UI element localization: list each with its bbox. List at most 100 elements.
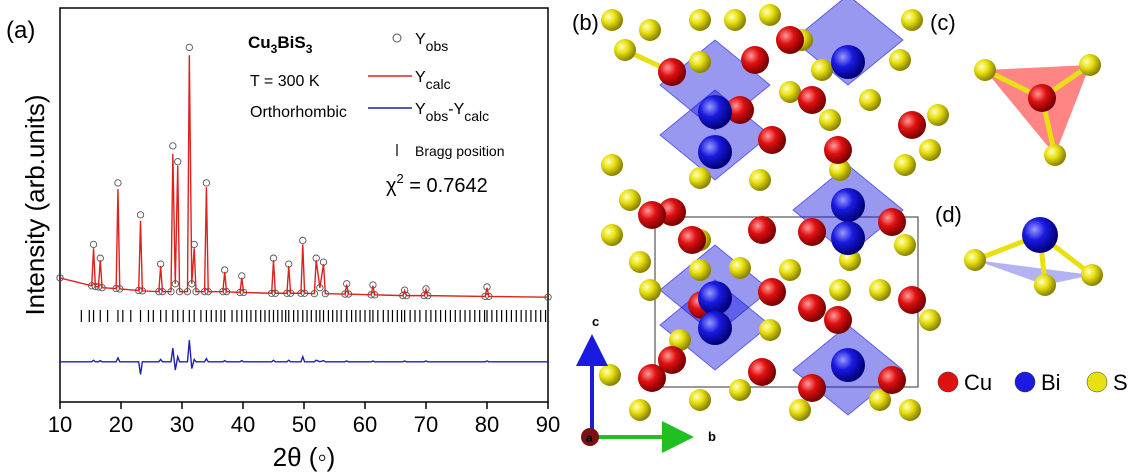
legend-label: Cu	[964, 370, 992, 395]
legend-atom	[938, 372, 958, 392]
panel-label: (b)	[572, 10, 599, 35]
chi-part: = 0.7642	[404, 175, 488, 197]
copper-atom	[1028, 84, 1056, 112]
legend-part: Y	[415, 31, 426, 48]
sulfur-atom	[1081, 264, 1103, 286]
sulfur-atom	[894, 234, 916, 256]
legend-label: S	[1113, 370, 1128, 395]
copper-atom	[898, 111, 926, 139]
legend-atom	[1015, 372, 1035, 392]
sulfur-atom	[619, 189, 641, 211]
copper-atom	[658, 58, 686, 86]
copper-atom	[824, 306, 852, 334]
copper-atom	[878, 366, 906, 394]
compound-title: Cu3BiS3	[248, 33, 313, 56]
sulfur-atom	[749, 169, 771, 191]
copper-atom	[878, 208, 906, 236]
legend-part: obs	[426, 38, 449, 54]
sulfur-atom	[601, 154, 623, 176]
axis-label: a	[586, 431, 593, 445]
legend-atom	[1087, 372, 1107, 392]
annotation: T = 300 K	[250, 73, 320, 90]
title-part: 3	[306, 42, 313, 56]
sulfur-atom	[859, 89, 881, 111]
legend-label: Ycalc	[415, 69, 451, 92]
x-tick-label: 90	[536, 412, 560, 437]
sulfur-atom	[869, 279, 891, 301]
sulfur-atom	[894, 154, 916, 176]
sulfur-atom	[811, 59, 833, 81]
copper-atom	[776, 26, 804, 54]
bismuth-atom	[1022, 217, 1058, 253]
copper-atom	[798, 374, 826, 402]
sulfur-atom	[639, 19, 661, 41]
sulfur-atom	[724, 9, 746, 31]
copper-atom	[798, 218, 826, 246]
sulfur-atom	[927, 104, 949, 126]
sulfur-atom	[819, 109, 841, 131]
legend-label: Yobs-Ycalc	[415, 101, 489, 124]
sulfur-atom	[779, 259, 801, 281]
sulfur-atom	[919, 309, 941, 331]
legend-part: Y	[415, 101, 426, 118]
legend-label: Bi	[1041, 370, 1061, 395]
x-tick-label: 20	[109, 412, 133, 437]
legend-label: Yobs	[415, 31, 448, 54]
copper-atom	[798, 294, 826, 322]
observed-point	[300, 237, 306, 243]
profile-line	[60, 340, 548, 374]
observed-point	[186, 44, 192, 50]
bismuth-atom	[698, 135, 732, 169]
title-part: Cu	[248, 33, 271, 52]
bismuth-atom	[831, 188, 865, 222]
copper-atom	[824, 136, 852, 164]
sulfur-atom	[829, 279, 851, 301]
axis-label: b	[708, 429, 716, 444]
x-tick-label: 40	[231, 412, 255, 437]
xrd-panel: (a) Intensity (arb.units) 2θ (◦) Cu3BiS3…	[6, 8, 548, 472]
panel-label: (a)	[6, 17, 35, 44]
sulfur-atom	[689, 389, 711, 411]
legend-part: obs	[426, 108, 449, 124]
chi-square: χ2 = 0.7642	[386, 171, 488, 197]
observed-point	[90, 241, 96, 247]
sulfur-atom	[689, 9, 711, 31]
title-part: BiS	[277, 33, 305, 52]
copper-atom	[638, 201, 666, 229]
chi-part: 2	[397, 171, 404, 186]
sulfur-atom	[759, 4, 781, 26]
legend-marker	[393, 34, 401, 42]
sulfur-atom	[889, 49, 911, 71]
observed-point	[115, 180, 121, 186]
observed-point	[137, 212, 143, 218]
copper-atom	[748, 216, 776, 244]
sulfur-atom	[689, 259, 711, 281]
bismuth-atom	[698, 281, 732, 315]
bismuth-atom	[698, 311, 732, 345]
observed-point	[170, 143, 176, 149]
copper-atom	[638, 364, 666, 392]
sulfur-atom	[901, 9, 923, 31]
legend-label: Bragg position	[415, 143, 505, 159]
structure-panel: (b) (c) (d) c b a CuBiS	[572, 0, 1128, 446]
legend-part: calc	[464, 108, 489, 124]
copper-atom	[741, 46, 769, 74]
bismuth-atom	[698, 95, 732, 129]
sulfur-atom	[789, 399, 811, 421]
sulfur-atom	[729, 379, 751, 401]
sulfur-atom	[639, 279, 661, 301]
chi-part: χ	[386, 175, 397, 197]
legend-part: Y	[454, 101, 465, 118]
x-tick-label: 70	[414, 412, 438, 437]
sulfur-atom	[779, 81, 801, 103]
observed-point	[175, 158, 181, 164]
bismuth-atom	[831, 348, 865, 382]
axis-label: c	[592, 314, 599, 329]
x-tick-label: 10	[48, 412, 72, 437]
crystal	[599, 0, 1103, 421]
atom-legend: Cu Bi S	[938, 370, 1128, 395]
bismuth-atom	[831, 221, 865, 255]
sulfur-atom	[974, 59, 996, 81]
copper-atom	[748, 358, 776, 386]
x-axis-label: 2θ (◦)	[273, 442, 336, 472]
